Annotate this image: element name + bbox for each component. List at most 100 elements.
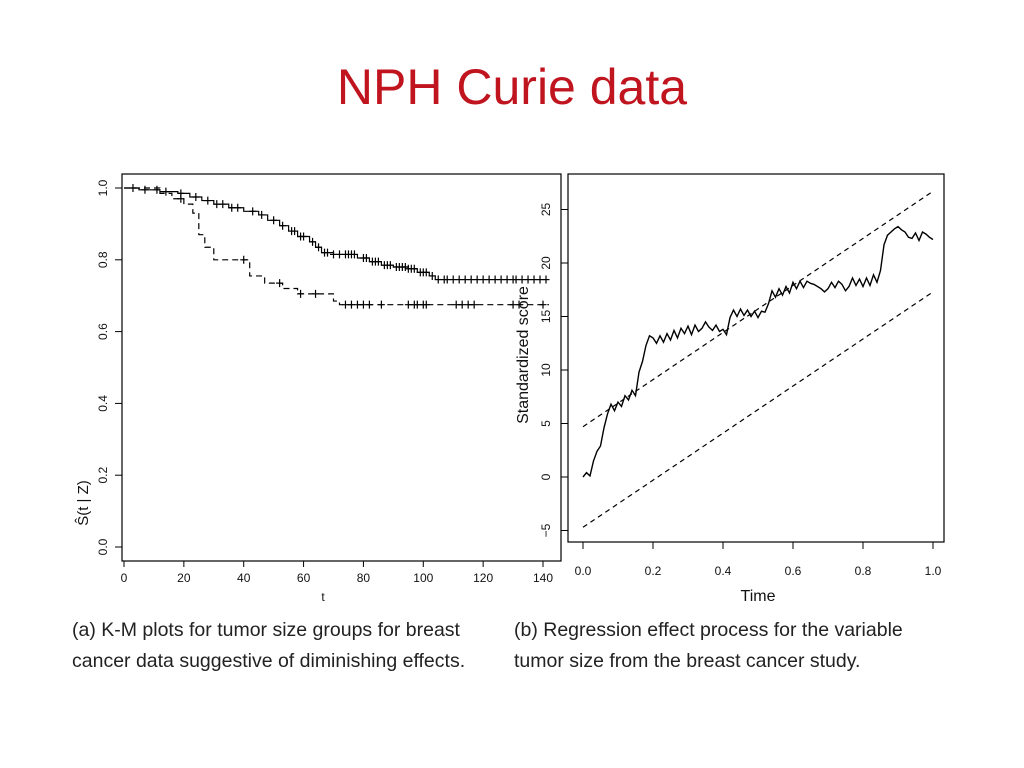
km-x-tick-label: 120 <box>473 571 493 585</box>
km-censor-mark <box>479 275 487 284</box>
km-y-tick-label: 0.2 <box>96 467 110 484</box>
km-curve-solid <box>124 187 549 281</box>
regression-x-tick-label: 1.0 <box>925 564 942 578</box>
km-censor-mark <box>359 300 367 309</box>
km-censor-mark <box>428 271 436 280</box>
km-censor-mark <box>497 275 505 284</box>
km-censor-mark <box>279 221 287 230</box>
km-censor-mark <box>512 275 520 284</box>
caption-a: (a) K-M plots for tumor size groups for … <box>72 619 466 672</box>
caption-b-line-2: tumor size from the breast cancer study. <box>514 650 861 672</box>
km-censor-mark <box>509 300 517 309</box>
km-censor-mark <box>309 237 317 246</box>
km-y-tick-label: 0.6 <box>96 323 110 340</box>
km-censor-mark <box>542 275 550 284</box>
km-censor-mark <box>470 300 478 309</box>
km-censor-mark <box>347 300 355 309</box>
km-censor-mark <box>443 275 451 284</box>
regression-x-tick-label: 0.0 <box>575 564 592 578</box>
km-censor-mark <box>228 203 236 212</box>
km-plot: 0.00.20.40.60.81.0 0 20 40 60 80 100 120 140 t … <box>75 173 562 604</box>
km-curve-dashed <box>124 187 549 306</box>
km-censor-mark <box>455 275 463 284</box>
km-censor-mark <box>312 289 320 298</box>
km-censor-mark <box>353 300 361 309</box>
km-censor-mark <box>276 279 284 288</box>
km-censor-mark <box>434 275 442 284</box>
km-censor-mark <box>258 210 266 219</box>
km-x-tick-label: 20 <box>177 571 191 585</box>
km-x-axis-label: t <box>321 590 325 604</box>
km-censor-mark <box>234 203 242 212</box>
km-censor-mark <box>386 261 394 270</box>
regression-bound-line <box>582 190 934 428</box>
km-censor-mark <box>422 268 430 277</box>
km-censor-mark <box>464 300 472 309</box>
km-censor-mark <box>291 227 299 236</box>
km-censor-mark <box>362 254 370 263</box>
km-censor-mark <box>192 192 200 201</box>
km-censor-mark <box>335 250 343 259</box>
km-censor-mark <box>365 300 373 309</box>
km-censor-mark <box>473 275 481 284</box>
km-censor-mark <box>324 248 332 257</box>
km-censor-mark <box>204 196 212 205</box>
regression-y-tick-label: 15 <box>539 310 553 324</box>
regression-y-tick-label: 25 <box>539 203 553 217</box>
km-x-tick-label: 60 <box>297 571 311 585</box>
km-censor-mark <box>341 300 349 309</box>
km-censor-mark <box>219 200 227 209</box>
km-censor-mark <box>141 185 149 194</box>
km-censor-mark <box>410 264 418 273</box>
regression-y-tick-label: 10 <box>539 363 553 377</box>
km-censor-mark <box>413 300 421 309</box>
regression-y-tick-label: 20 <box>539 256 553 270</box>
km-censor-mark <box>213 200 221 209</box>
regression-y-tick-label: 5 <box>539 420 553 427</box>
caption-b-line-1: (b) Regression effect process for the va… <box>514 619 903 641</box>
km-censor-mark <box>153 185 161 194</box>
km-censor-mark <box>518 275 526 284</box>
km-censor-mark <box>503 275 511 284</box>
regression-x-tick-label: 0.6 <box>785 564 802 578</box>
km-censor-mark <box>377 300 385 309</box>
km-censor-mark <box>485 275 493 284</box>
regression-x-tick-label: 0.8 <box>855 564 872 578</box>
regression-x-axis-label: Time <box>741 588 776 605</box>
km-censor-mark <box>300 232 308 241</box>
km-x-tick-label: 80 <box>357 571 371 585</box>
km-censor-mark <box>449 275 457 284</box>
km-censor-mark <box>491 275 499 284</box>
regression-plot-frame <box>567 173 945 543</box>
km-censor-mark <box>162 187 170 196</box>
regression-y-tick-label: −5 <box>539 523 553 537</box>
regression-x-tick-label: 0.2 <box>645 564 662 578</box>
km-x-tick-label: 140 <box>533 571 553 585</box>
km-y-tick-label: 0.0 <box>96 538 110 555</box>
km-censor-mark <box>461 275 469 284</box>
km-censor-mark <box>458 300 466 309</box>
km-censor-mark <box>539 300 547 309</box>
km-censor-mark <box>515 300 523 309</box>
km-censor-mark <box>530 275 538 284</box>
km-censor-mark <box>350 250 358 259</box>
km-plot-frame <box>121 173 562 562</box>
km-y-tick-label: 0.8 <box>96 251 110 268</box>
km-y-tick-label: 1.0 <box>96 179 110 196</box>
km-y-axis-label: Ŝ(t | Z) <box>75 480 92 526</box>
km-censor-mark <box>249 207 257 216</box>
slide-title: NPH Curie data <box>336 59 688 115</box>
km-censor-mark <box>177 194 185 203</box>
regression-process-line <box>582 225 934 478</box>
regression-y-axis-label: Standardized score <box>515 286 532 424</box>
regression-effect-plot: −5 0 5 10 15 20 25 0.0 0.2 0.4 0.6 0.8 1.0 Time Sta… <box>515 173 945 605</box>
km-censor-mark <box>536 275 544 284</box>
km-censor-mark <box>374 257 382 266</box>
km-censor-mark <box>330 250 337 259</box>
km-censor-mark <box>422 300 430 309</box>
km-x-tick-label: 40 <box>237 571 251 585</box>
km-censor-mark <box>240 255 248 264</box>
km-censor-mark <box>404 300 412 309</box>
km-censor-mark <box>452 300 460 309</box>
regression-bound-line <box>582 291 934 528</box>
